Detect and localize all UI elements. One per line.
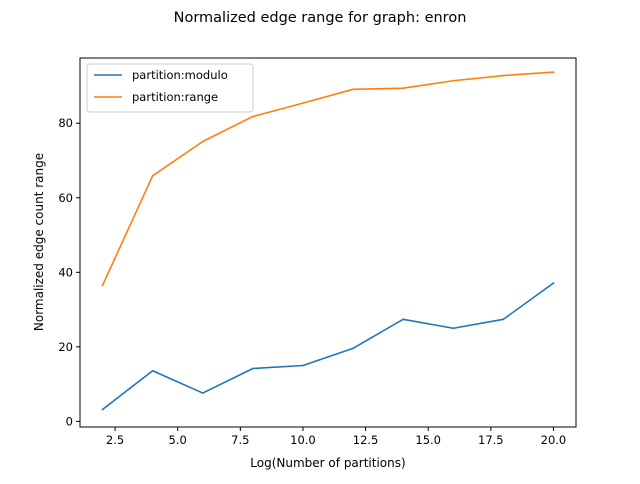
data-point-modulo xyxy=(502,318,505,321)
data-point-modulo xyxy=(151,369,154,372)
data-point-modulo xyxy=(452,327,455,330)
x-tick-label: 10.0 xyxy=(290,433,316,447)
plot-area xyxy=(79,57,577,428)
data-point-modulo xyxy=(302,364,304,367)
x-tick-label: 17.5 xyxy=(478,433,504,447)
y-tick-label: 20 xyxy=(58,340,73,354)
y-axis: 0 20 40 60 80 xyxy=(58,116,80,428)
y-tick-label: 60 xyxy=(58,191,73,205)
data-point-modulo xyxy=(552,282,555,284)
axes-frame xyxy=(79,57,577,428)
data-point-modulo xyxy=(201,392,204,394)
data-point-modulo xyxy=(352,347,354,350)
data-point-range xyxy=(252,115,254,118)
data-point-range xyxy=(302,102,304,104)
x-tick-label: 15.0 xyxy=(415,433,441,447)
data-point-range xyxy=(151,174,154,177)
x-tick-label: 5.0 xyxy=(169,433,187,447)
data-point-range xyxy=(552,71,555,73)
x-tick-label: 12.5 xyxy=(353,433,379,447)
data-point-range xyxy=(352,88,354,91)
y-tick-label: 80 xyxy=(58,116,73,130)
y-axis-label: Normalized edge count range xyxy=(32,153,46,331)
data-point-modulo xyxy=(101,408,104,411)
data-point-modulo xyxy=(402,318,404,321)
data-point-modulo xyxy=(252,367,254,370)
series-layer xyxy=(101,71,555,411)
x-axis-label: Log(Number of partitions) xyxy=(250,456,405,470)
legend: partition:modulo partition:range xyxy=(86,63,254,113)
data-point-range xyxy=(101,284,104,287)
data-point-range xyxy=(402,87,404,89)
legend-label-modulo: partition:modulo xyxy=(132,68,228,82)
x-tick-label: 20.0 xyxy=(541,433,567,447)
data-point-range xyxy=(502,74,505,77)
y-tick-label: 0 xyxy=(66,414,73,428)
data-point-range xyxy=(201,140,204,143)
x-tick-label: 2.5 xyxy=(106,433,124,447)
x-axis: 2.5 5.0 7.5 10.0 12.5 15.0 17.5 20.0 xyxy=(106,427,566,447)
series-line-range xyxy=(101,71,555,287)
y-tick-label: 40 xyxy=(58,265,73,279)
legend-box xyxy=(86,63,254,113)
legend-label-range: partition:range xyxy=(132,90,218,104)
series-line-modulo xyxy=(101,282,555,411)
x-tick-label: 7.5 xyxy=(231,433,249,447)
data-point-range xyxy=(452,79,455,82)
chart-title: Normalized edge range for graph: enron xyxy=(174,10,467,26)
